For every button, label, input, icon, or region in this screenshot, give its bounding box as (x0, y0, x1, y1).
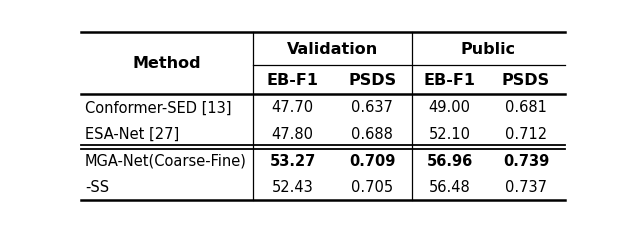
Text: 0.705: 0.705 (352, 179, 394, 195)
Text: PSDS: PSDS (348, 73, 396, 88)
Text: 0.712: 0.712 (505, 127, 547, 141)
Text: -SS: -SS (85, 179, 109, 195)
Text: MGA-Net(Coarse-Fine): MGA-Net(Coarse-Fine) (85, 153, 247, 168)
Text: 56.48: 56.48 (429, 179, 471, 195)
Text: 53.27: 53.27 (270, 153, 316, 168)
Text: 47.70: 47.70 (272, 100, 314, 115)
Text: 0.688: 0.688 (352, 127, 393, 141)
Text: EB-F1: EB-F1 (424, 73, 476, 88)
Text: 52.43: 52.43 (272, 179, 314, 195)
Text: 0.681: 0.681 (505, 100, 547, 115)
Text: 0.737: 0.737 (505, 179, 547, 195)
Text: 52.10: 52.10 (429, 127, 471, 141)
Text: Method: Method (133, 56, 202, 71)
Text: Validation: Validation (287, 42, 378, 57)
Text: PSDS: PSDS (502, 73, 550, 88)
Text: 0.709: 0.709 (349, 153, 396, 168)
Text: EB-F1: EB-F1 (266, 73, 319, 88)
Text: 0.739: 0.739 (503, 153, 549, 168)
Text: ESA-Net [27]: ESA-Net [27] (85, 127, 180, 141)
Text: 0.637: 0.637 (352, 100, 393, 115)
Text: Conformer-SED [13]: Conformer-SED [13] (85, 100, 232, 115)
Text: Public: Public (461, 42, 516, 57)
Text: 56.96: 56.96 (427, 153, 473, 168)
Text: 47.80: 47.80 (272, 127, 314, 141)
Text: 49.00: 49.00 (429, 100, 471, 115)
